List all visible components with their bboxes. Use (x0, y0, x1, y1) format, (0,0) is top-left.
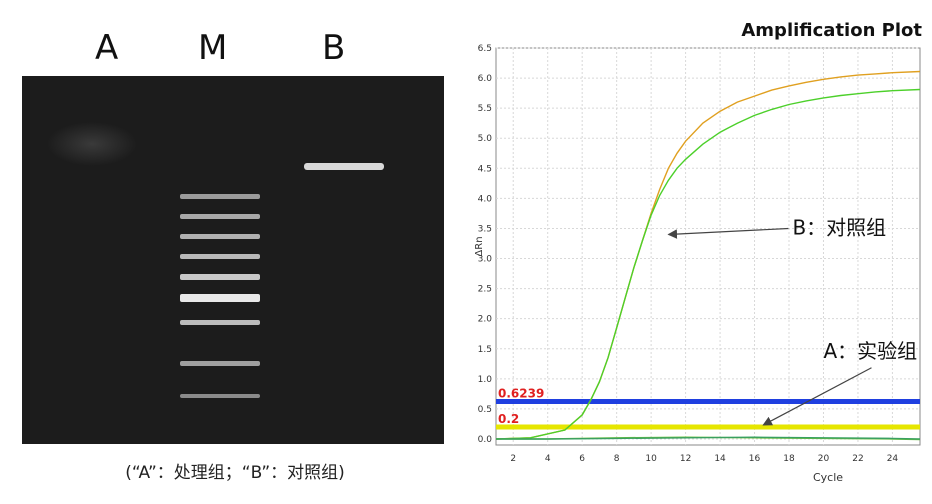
y-tick-label: 1.0 (478, 375, 493, 385)
x-tick-label: 20 (818, 454, 830, 464)
x-tick-label: 14 (714, 454, 726, 464)
y-tick-label: 3.0 (478, 255, 493, 265)
y-tick-label: 3.5 (478, 224, 492, 234)
x-axis-label: Cycle (813, 471, 843, 484)
sample-b-band (304, 163, 384, 170)
y-tick-label: 4.0 (478, 194, 493, 204)
x-tick-label: 2 (510, 454, 516, 464)
y-axis-label: ΔRn (474, 236, 485, 256)
annotation-label: A：实验组 (823, 339, 917, 363)
lane-label-m: M (198, 28, 228, 68)
annotation-arrow (667, 227, 789, 239)
marker-band (180, 194, 260, 199)
x-tick-label: 10 (645, 454, 657, 464)
marker-band (180, 394, 260, 398)
y-tick-label: 4.5 (478, 164, 492, 174)
gel-panel: A M B (“A”：处理组；“B”：对照组) (22, 28, 444, 483)
y-tick-label: 0.0 (478, 435, 493, 445)
amplification-plot-panel: Amplification Plot 0.0 0.5 1.0 1.5 2.0 2.5 3.0… (470, 0, 932, 504)
amplification-plot: 0.0 0.5 1.0 1.5 2.0 2.5 3.0 3.5 4.0 4.5 5.0 5.5 6.0 6… (474, 44, 921, 484)
threshold-label: 0.2 (498, 412, 519, 426)
x-tick-label: 8 (614, 454, 620, 464)
gel-image (22, 76, 444, 444)
y-tick-label: 2.5 (478, 285, 492, 295)
x-tick-label: 16 (749, 454, 761, 464)
marker-band (180, 234, 260, 239)
threshold-label: 0.6239 (498, 386, 544, 400)
amplification-curve-1 (495, 88, 921, 440)
x-tick-label: 18 (783, 454, 795, 464)
lane-a-smear (47, 122, 137, 166)
marker-band (180, 294, 260, 302)
y-tick-label: 6.0 (478, 74, 493, 84)
y-tick-label: 5.0 (478, 134, 493, 144)
chart-title: Amplification Plot (741, 20, 922, 41)
lane-label-b: B (322, 28, 346, 68)
x-tick-label: 4 (545, 454, 551, 464)
marker-band (180, 254, 260, 259)
y-tick-label: 0.5 (478, 405, 492, 415)
y-tick-label: 6.5 (478, 44, 492, 54)
plot-area (495, 47, 921, 446)
annotation-label: B：对照组 (792, 215, 886, 239)
annotation-arrow (762, 367, 872, 426)
marker-band (180, 320, 260, 325)
y-tick-label: 5.5 (478, 104, 492, 114)
x-tick-label: 12 (680, 454, 691, 464)
x-tick-label: 22 (852, 454, 863, 464)
gel-bands (47, 122, 384, 398)
marker-band (180, 274, 260, 280)
y-tick-label: 2.0 (478, 315, 493, 325)
lane-label-a: A (95, 28, 119, 68)
amplification-curve-3 (496, 436, 921, 440)
x-tick-label: 24 (887, 454, 899, 464)
gel-caption: (“A”：处理组；“B”：对照组) (125, 463, 345, 483)
marker-band (180, 214, 260, 219)
x-tick-label: 6 (579, 454, 585, 464)
marker-band (180, 361, 260, 366)
y-tick-label: 1.5 (478, 345, 492, 355)
